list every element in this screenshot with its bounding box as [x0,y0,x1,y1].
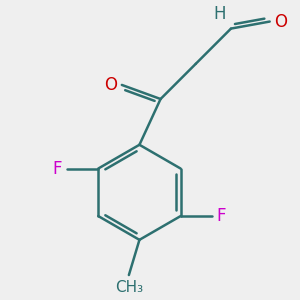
Text: O: O [274,13,287,31]
Text: CH₃: CH₃ [115,280,143,295]
Text: F: F [217,207,226,225]
Text: F: F [53,160,62,178]
Text: O: O [105,76,118,94]
Text: H: H [213,5,226,23]
